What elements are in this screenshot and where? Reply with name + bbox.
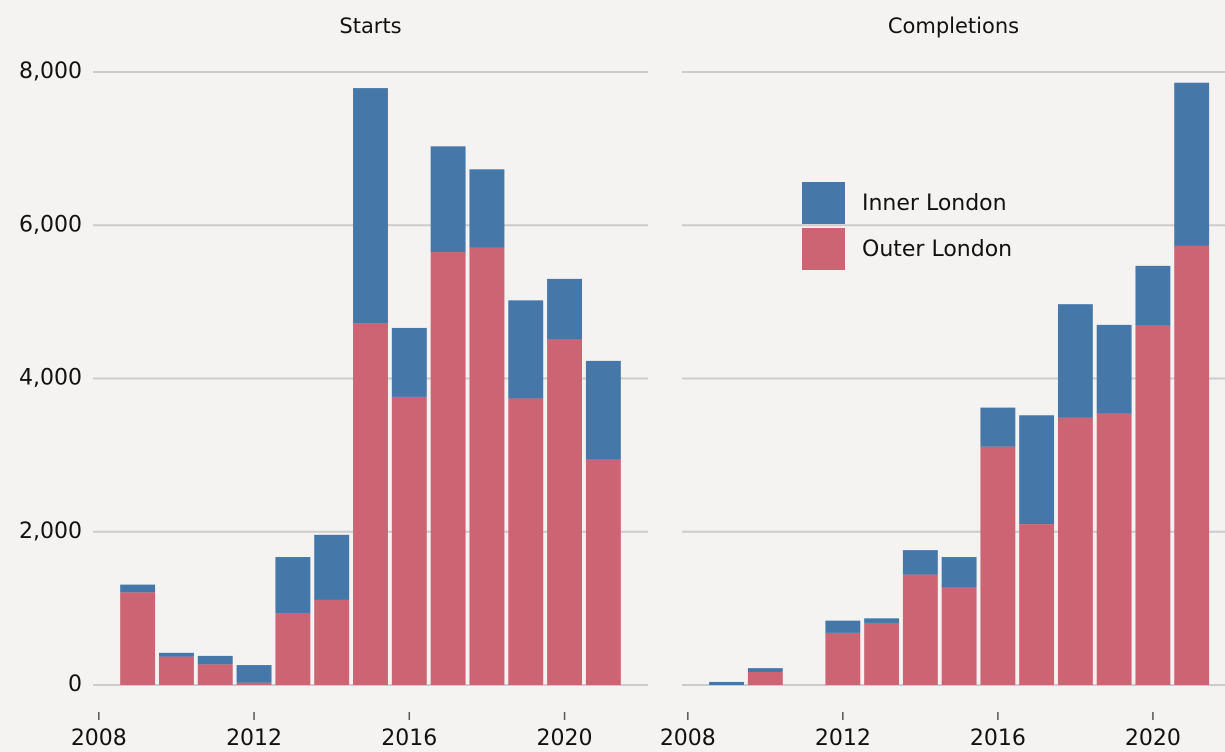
- x-tick-label: 2008: [71, 726, 127, 751]
- legend-label: Inner London: [862, 191, 1007, 216]
- legend-swatch: [802, 182, 845, 224]
- bar: [275, 557, 311, 613]
- x-tick-label: 2020: [537, 726, 593, 751]
- bar: [585, 459, 621, 685]
- bar: [1135, 265, 1171, 326]
- x-tick-label: 2012: [815, 726, 871, 751]
- bar: [275, 612, 311, 685]
- y-tick-label: 6,000: [19, 212, 82, 237]
- bar: [236, 665, 272, 683]
- bar: [709, 681, 745, 685]
- bar: [391, 327, 427, 397]
- legend-swatch: [802, 228, 845, 270]
- bar: [120, 584, 156, 593]
- bar: [1019, 524, 1055, 685]
- bar: [1057, 304, 1093, 418]
- bar: [314, 599, 350, 685]
- bar: [1096, 413, 1132, 685]
- x-tick-label: 2012: [226, 726, 282, 751]
- bar: [864, 618, 900, 623]
- y-tick-label: 0: [68, 672, 82, 697]
- bar: [1096, 324, 1132, 414]
- x-tick-label: 2008: [660, 726, 716, 751]
- bar: [1174, 245, 1210, 685]
- bar: [1135, 325, 1171, 685]
- bar: [980, 407, 1016, 447]
- bar: [197, 655, 233, 665]
- bar: [864, 622, 900, 685]
- bar: [236, 682, 272, 685]
- bar: [825, 632, 861, 685]
- bar: [469, 247, 505, 685]
- bar: [941, 557, 977, 588]
- bar: [547, 278, 583, 340]
- bar: [547, 339, 583, 685]
- bar: [1174, 82, 1210, 246]
- panel-title: Completions: [888, 14, 1019, 38]
- x-tick-label: 2020: [1125, 726, 1181, 751]
- bar: [469, 169, 505, 248]
- y-tick-label: 4,000: [19, 366, 82, 391]
- bar: [120, 592, 156, 685]
- bar: [747, 671, 783, 685]
- x-tick-label: 2016: [381, 726, 437, 751]
- bar: [585, 360, 621, 460]
- bar: [508, 300, 544, 399]
- y-tick-label: 2,000: [19, 519, 82, 544]
- bar: [902, 550, 938, 575]
- bar: [353, 323, 388, 685]
- x-tick-label: 2016: [970, 726, 1026, 751]
- bar: [941, 587, 977, 685]
- bar: [391, 396, 427, 685]
- bar: [430, 252, 466, 685]
- bar: [430, 146, 466, 253]
- bar: [508, 398, 544, 685]
- panel-title: Starts: [339, 14, 401, 38]
- bar: [158, 656, 194, 685]
- legend-label: Outer London: [862, 237, 1012, 262]
- y-tick-label: 8,000: [19, 59, 82, 84]
- bar: [353, 88, 388, 324]
- bar: [314, 534, 350, 600]
- bar: [902, 574, 938, 685]
- bar: [980, 446, 1016, 685]
- bar: [747, 668, 783, 672]
- bar: [197, 664, 233, 685]
- bar: [1057, 417, 1093, 685]
- bar: [825, 620, 861, 633]
- bar: [1019, 415, 1055, 525]
- bar: [158, 652, 194, 657]
